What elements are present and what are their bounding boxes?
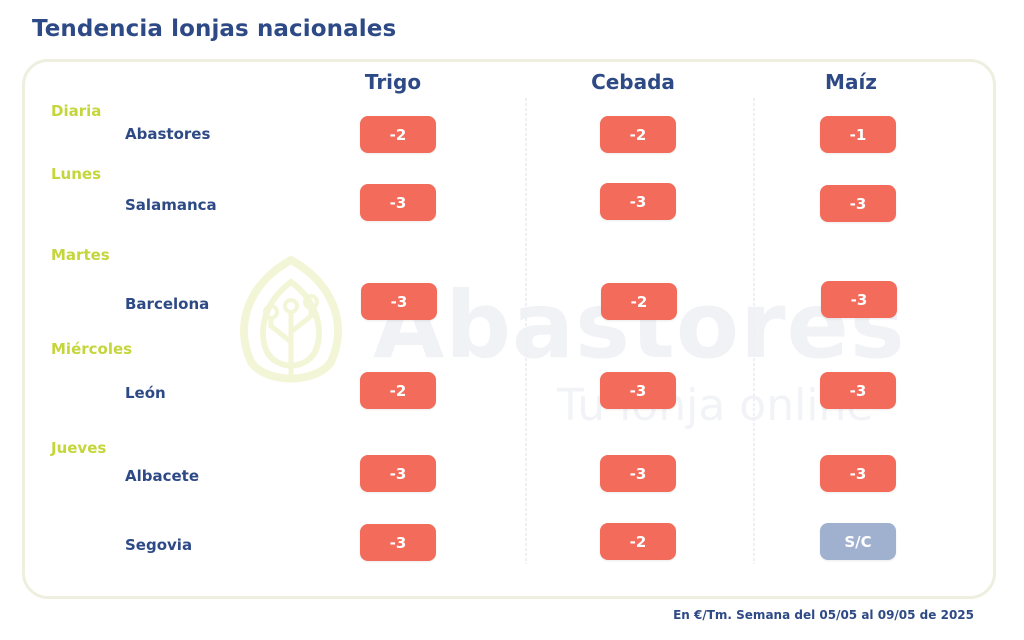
value-badge: -3 [360,184,436,221]
value-badge: -1 [820,116,896,153]
footnote: En €/Tm. Semana del 05/05 al 09/05 de 20… [673,608,974,622]
value-badge: -2 [601,283,677,320]
page-title: Tendencia lonjas nacionales [32,16,397,42]
value-badge: -2 [600,523,676,560]
market-name: Barcelona [125,295,210,313]
market-name: Segovia [125,536,193,554]
value-badge: -3 [821,281,897,318]
value-badge: -3 [600,183,676,220]
value-badge: -2 [360,372,436,409]
day-label-miercoles: Miércoles [51,340,133,358]
market-name: Salamanca [125,196,217,214]
column-divider [525,98,527,564]
value-badge: -3 [360,455,436,492]
value-badge: -2 [600,116,676,153]
day-label-diaria: Diaria [51,102,102,120]
leaf-circuit-icon [240,255,342,383]
value-badge: -3 [360,524,436,561]
value-badge: -3 [820,185,896,222]
column-divider [753,98,755,564]
prices-table-card: Abastores Tu lonja online Trigo Cebada M… [22,59,996,599]
market-name: Albacete [125,467,200,485]
day-label-jueves: Jueves [51,439,107,457]
value-badge: -3 [600,372,676,409]
day-label-martes: Martes [51,246,110,264]
column-header-maiz: Maíz [825,70,877,94]
value-badge: -2 [360,116,436,153]
value-badge: -3 [361,283,437,320]
day-label-lunes: Lunes [51,165,102,183]
column-header-trigo: Trigo [364,70,422,94]
column-header-cebada: Cebada [591,70,675,94]
market-name: Abastores [125,125,211,143]
value-badge: -3 [820,455,896,492]
value-badge: -3 [820,372,896,409]
no-quote-badge: S/C [820,523,896,560]
market-name: León [125,384,166,402]
value-badge: -3 [600,455,676,492]
